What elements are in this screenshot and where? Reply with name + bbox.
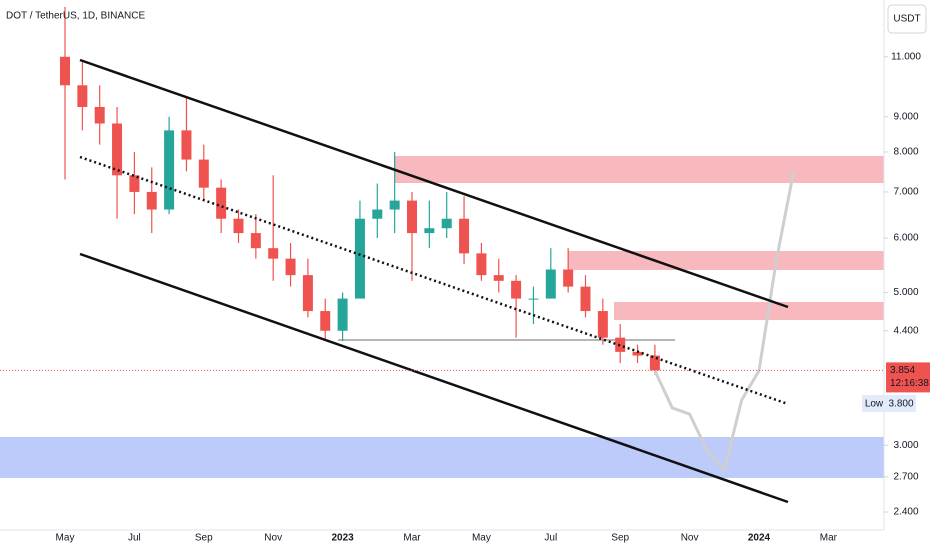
candle-body [493, 275, 504, 281]
x-tick-label: Jul [128, 533, 141, 544]
x-tick-label: Nov [264, 533, 282, 544]
candle-body [164, 130, 175, 210]
y-tick-label: 9.000 [893, 111, 918, 122]
candle-body [181, 130, 192, 160]
candle-body [632, 351, 643, 356]
candle-body [649, 355, 660, 371]
y-tick-label: 6.000 [893, 233, 918, 244]
candle-body [597, 311, 608, 338]
y-tick-label: 4.400 [893, 325, 918, 336]
candle-body [77, 85, 88, 107]
resistance-zone [568, 251, 884, 270]
low-price-tag [886, 395, 916, 412]
y-tick-label: 5.000 [893, 287, 918, 298]
resistance-zone [614, 302, 884, 320]
x-tick-label: May [472, 533, 491, 544]
low-tag [862, 395, 886, 412]
candle-body [545, 269, 556, 299]
support-zone [0, 437, 884, 478]
candle-body [407, 200, 417, 234]
y-tick-label: 11.000 [891, 51, 921, 62]
candle-body [94, 106, 105, 124]
x-tick-label: May [56, 533, 75, 544]
price-tag [886, 362, 930, 393]
low-label: Low [865, 399, 884, 410]
y-tick-label: 2.400 [893, 507, 918, 518]
x-tick-label: Jul [544, 533, 557, 544]
currency-button[interactable] [887, 4, 927, 34]
candle-body [302, 275, 313, 312]
projection-line [653, 171, 796, 474]
chart-title: DOT / TetherUS, 1D, BINANCE [6, 11, 145, 22]
x-tick-label: Sep [611, 533, 629, 544]
candle-body [424, 228, 435, 234]
x-tick-label: Nov [681, 533, 699, 544]
x-tick-label: Sep [195, 533, 213, 544]
candle-body [354, 218, 365, 299]
currency-label[interactable]: USDT [893, 14, 920, 25]
low-price: 3.800 [888, 399, 913, 410]
y-tick-label: 8.000 [893, 147, 918, 158]
candle-body [60, 56, 70, 86]
candle-body [476, 253, 487, 276]
current-price: 3.854 [890, 365, 915, 376]
candle-body [580, 286, 591, 312]
candle-body [459, 218, 470, 254]
y-tick-label: 2.700 [893, 471, 918, 482]
candle-body [268, 248, 279, 259]
y-tick-label: 7.000 [893, 187, 918, 198]
y-tick-label: 3.000 [893, 440, 918, 451]
channel-lower [79, 252, 789, 504]
channel-upper [79, 58, 789, 309]
countdown: 12:16:38 [890, 378, 929, 389]
candle-body [528, 298, 539, 300]
resistance-zone [395, 156, 884, 183]
candle-body [112, 123, 123, 176]
candle-body [250, 233, 261, 249]
candle-body [337, 298, 348, 331]
candle-body [146, 191, 157, 210]
x-tick-label: 2024 [748, 533, 771, 544]
candle-body [285, 258, 296, 276]
x-tick-label: Mar [403, 533, 421, 544]
candle-body [129, 175, 140, 192]
candle-body [372, 209, 383, 219]
x-tick-label: 2023 [331, 533, 354, 544]
candle-body [563, 269, 574, 287]
candle-body [389, 200, 400, 210]
candle-body [441, 218, 452, 229]
candle-body [511, 280, 522, 299]
candle-body [198, 159, 209, 188]
candle-body [216, 187, 227, 219]
x-tick-label: Mar [820, 533, 838, 544]
candle-body [320, 311, 331, 331]
candle-body [233, 218, 244, 234]
